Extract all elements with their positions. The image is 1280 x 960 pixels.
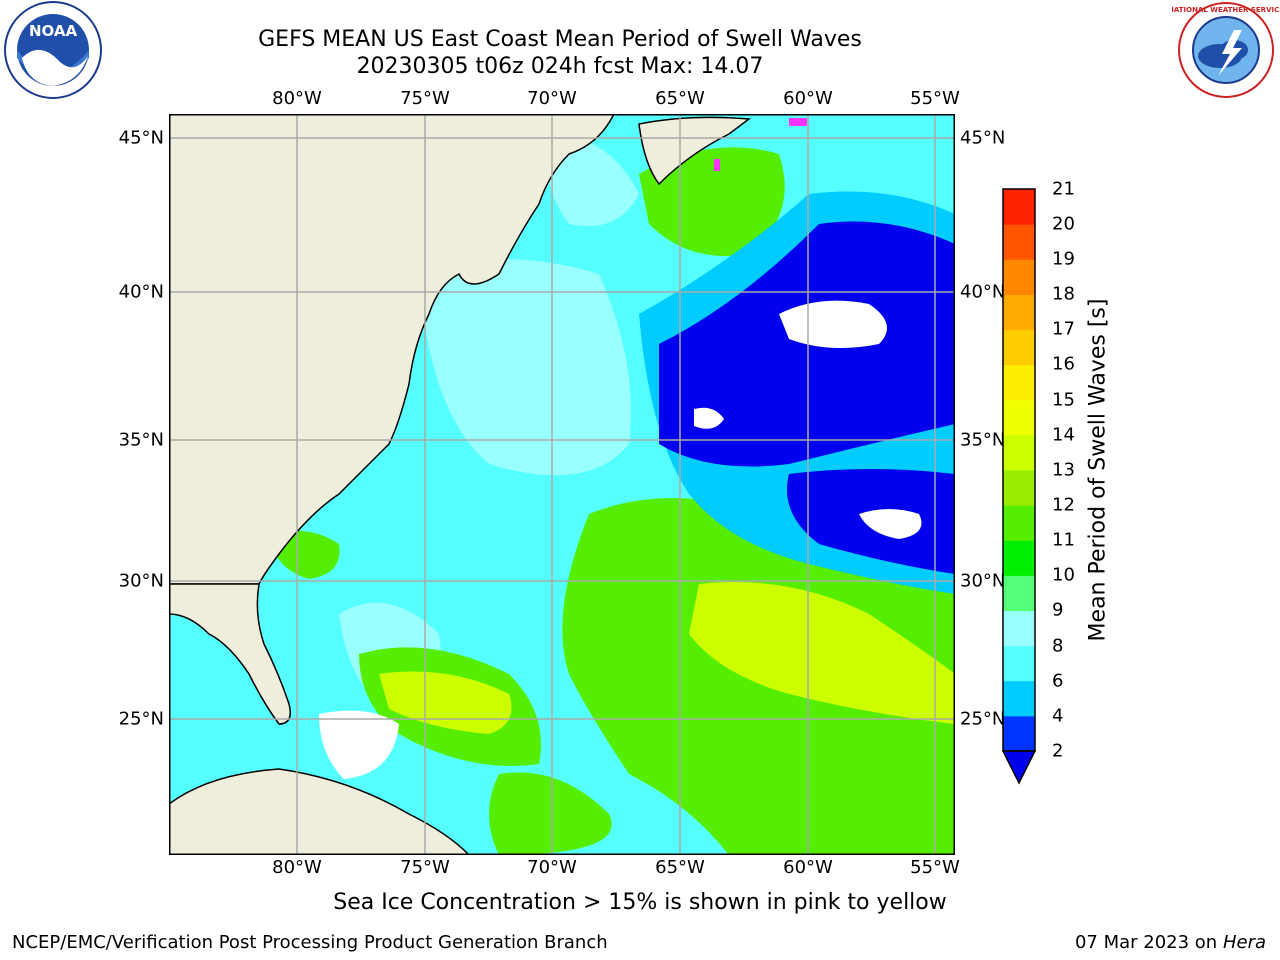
colorbar-segment <box>1003 224 1035 260</box>
lon-label-bottom-65w: 65°W <box>655 857 705 878</box>
colorbar-segment <box>1003 189 1035 225</box>
no-data-patch <box>779 300 887 348</box>
noaa-logo-text: NOAA <box>29 22 78 40</box>
graticule <box>169 114 955 855</box>
colorbar-segment <box>1003 540 1035 576</box>
colorbar-tick-18: 18 <box>1052 283 1075 305</box>
colorbar-tick-12: 12 <box>1052 494 1075 516</box>
lon-label-top-80w: 80°W <box>272 88 322 109</box>
lon-label-top-65w: 65°W <box>655 88 705 109</box>
lat-label-left-45n: 45°N <box>118 127 164 149</box>
colorbar-segment <box>1003 470 1035 506</box>
colorbar-tick-21: 21 <box>1052 178 1075 200</box>
colorbar-tick-19: 19 <box>1052 248 1075 270</box>
no-data-patch <box>319 710 399 779</box>
swell-zone-12-13 <box>689 582 955 724</box>
lon-label-top-55w: 55°W <box>910 88 960 109</box>
colorbar-tick-17: 17 <box>1052 318 1075 340</box>
sea-ice-patch <box>714 159 720 171</box>
lat-label-left-40n: 40°N <box>118 281 164 303</box>
colorbar-label: Mean Period of Swell Waves [s] <box>1085 298 1111 642</box>
colorbar-segment <box>1003 505 1035 541</box>
lon-label-bottom-75w: 75°W <box>400 857 450 878</box>
colorbar-segment <box>1003 434 1035 471</box>
colorbar-segment <box>1003 575 1035 611</box>
land-cuba <box>169 768 471 855</box>
land-florida <box>169 583 291 725</box>
sea-ice-patch <box>789 118 807 126</box>
land-nova-scotia <box>638 116 752 186</box>
colorbar-tick-13: 13 <box>1052 459 1075 481</box>
lat-label-right-25n: 25°N <box>960 708 1006 730</box>
noaa-logo: NOAA <box>4 1 102 99</box>
map-title: GEFS MEAN US East Coast Mean Period of S… <box>258 27 862 52</box>
lon-label-top-70w: 70°W <box>527 88 577 109</box>
colorbar-tick-6: 6 <box>1052 670 1064 692</box>
lon-label-bottom-70w: 70°W <box>527 857 577 878</box>
lat-label-right-45n: 45°N <box>960 127 1006 149</box>
colorbar-segment <box>1003 645 1035 682</box>
colorbar-segment <box>1003 364 1035 401</box>
lat-label-left-35n: 35°N <box>118 429 164 451</box>
credit-line: NCEP/EMC/Verification Post Processing Pr… <box>12 932 608 953</box>
date-line: 07 Mar 2023 on Hera <box>1075 932 1266 953</box>
nws-logo: NATIONAL WEATHER SERVICE <box>1172 2 1280 98</box>
colorbar-tick-11: 11 <box>1052 529 1075 551</box>
sea-ice-footnote-text: Sea Ice Concentration > 15% is shown in … <box>333 890 947 915</box>
colorbar-tick-8: 8 <box>1052 635 1064 657</box>
colorbar-segment <box>1003 715 1035 752</box>
lon-label-top-60w: 60°W <box>783 88 833 109</box>
colorbar-extend-triangle <box>1002 750 1037 785</box>
colorbar-tick-2: 2 <box>1052 740 1064 762</box>
swell-zone-green-south <box>489 772 612 855</box>
map-subtitle: 20230305 t06z 024h fcst Max: 14.07 <box>356 54 764 79</box>
no-data-patch <box>694 407 724 429</box>
lat-label-right-30n: 30°N <box>960 570 1006 592</box>
colorbar-segment <box>1003 680 1035 717</box>
colorbar-segment <box>1003 399 1035 436</box>
colorbar-tick-10: 10 <box>1052 564 1075 586</box>
colorbar-segment <box>1003 610 1035 647</box>
colorbar-segment <box>1003 259 1035 295</box>
colorbar-segment <box>1003 294 1035 330</box>
colorbar-tick-9: 9 <box>1052 599 1064 621</box>
machine-name: Hera <box>1222 932 1266 953</box>
swell-zone-green-north <box>639 147 785 256</box>
colorbar-tick-15: 15 <box>1052 389 1075 411</box>
lon-label-bottom-55w: 55°W <box>910 857 960 878</box>
no-data-patch <box>859 509 922 539</box>
lon-label-bottom-80w: 80°W <box>272 857 322 878</box>
lat-label-left-25n: 25°N <box>118 708 164 730</box>
date-text: 07 Mar 2023 on <box>1074 932 1218 953</box>
lat-label-right-35n: 35°N <box>960 429 1006 451</box>
lat-label-left-30n: 30°N <box>118 570 164 592</box>
lat-label-right-40n: 40°N <box>960 281 1006 303</box>
colorbar-tick-4: 4 <box>1052 705 1064 727</box>
colorbar-tick-14: 14 <box>1052 424 1075 446</box>
colorbar <box>1002 188 1037 785</box>
colorbar-segment <box>1003 329 1035 366</box>
colorbar-tick-16: 16 <box>1052 353 1075 375</box>
nws-logo-text: NATIONAL WEATHER SERVICE <box>1172 6 1280 14</box>
lon-label-bottom-60w: 60°W <box>783 857 833 878</box>
land-us-east-coast <box>169 114 615 585</box>
swell-zone-8-9 <box>419 259 631 476</box>
lon-label-top-75w: 75°W <box>400 88 450 109</box>
swell-period-map <box>169 114 955 855</box>
map-frame <box>169 114 955 855</box>
sea-ice-footnote: Sea Ice Concentration > 15% is shown in … <box>0 890 1280 915</box>
colorbar-tick-20: 20 <box>1052 213 1075 235</box>
swell-zone-8-9 <box>546 134 639 226</box>
colorbar-frame <box>1002 188 1036 752</box>
